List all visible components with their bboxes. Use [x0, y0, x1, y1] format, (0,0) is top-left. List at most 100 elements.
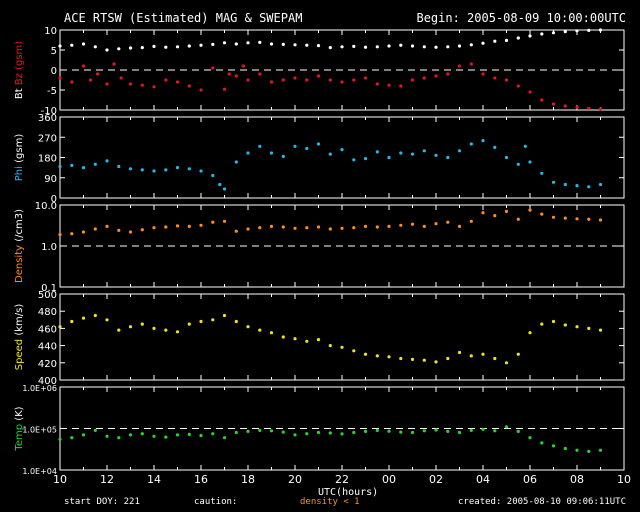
data-point-density — [128, 230, 133, 234]
data-point-speed — [363, 352, 368, 356]
data-point-phi — [117, 164, 121, 169]
data-point-density — [504, 209, 509, 213]
data-point-phi — [375, 150, 379, 154]
y-tick-label: -10 — [41, 106, 57, 117]
data-point-bt — [211, 42, 215, 47]
data-point-phi — [587, 185, 591, 189]
data-point-speed — [563, 323, 567, 327]
data-point-temp — [293, 433, 297, 437]
data-point-phi — [218, 182, 222, 187]
x-tick-label: 20 — [288, 473, 302, 486]
data-point-temp — [340, 432, 344, 436]
data-point-density — [58, 233, 62, 237]
data-point-bt — [152, 44, 156, 49]
y-tick-label: 10 — [44, 26, 57, 37]
data-point-bt — [70, 43, 74, 47]
x-tick-label: 16 — [194, 473, 208, 486]
data-point-speed — [164, 328, 168, 332]
y-tick-label: 440 — [38, 342, 57, 353]
data-point-speed — [328, 344, 332, 348]
data-point-temp — [387, 429, 391, 433]
data-point-bt — [328, 46, 332, 50]
data-point-phi — [575, 184, 579, 188]
data-point-phi — [211, 173, 215, 178]
data-point-phi — [175, 166, 180, 170]
y-tick-label: 180 — [38, 154, 57, 165]
data-point-density — [234, 229, 238, 233]
data-point-bt — [504, 38, 509, 43]
data-point-density — [211, 220, 215, 224]
y-axis-label-magfield: Bt Bz (gsm) — [14, 41, 25, 99]
data-point-speed — [199, 319, 203, 324]
data-point-temp — [363, 429, 368, 433]
data-point-bz — [305, 78, 309, 82]
data-point-phi — [58, 164, 62, 169]
data-point-phi — [293, 144, 297, 148]
data-point-density — [434, 222, 438, 226]
data-point-density — [387, 224, 391, 228]
data-point-bz — [399, 84, 403, 88]
x-tick-label: 10 — [617, 473, 631, 486]
data-point-temp — [422, 429, 426, 433]
data-point-speed — [293, 337, 297, 341]
data-point-speed — [340, 345, 344, 349]
x-tick-label: 04 — [476, 473, 490, 486]
data-point-bt — [93, 45, 97, 49]
y-label-part: Bt — [14, 88, 25, 99]
data-point-phi — [70, 163, 74, 167]
data-point-speed — [140, 322, 144, 326]
data-point-bz — [96, 72, 100, 76]
x-axis-label: UTC(hours) — [318, 487, 379, 498]
data-point-bz — [119, 76, 123, 80]
data-point-temp — [117, 436, 121, 440]
data-point-speed — [222, 313, 227, 318]
y-tick-label: -5 — [47, 86, 57, 97]
data-point-bz — [352, 78, 356, 82]
data-point-bz — [269, 80, 274, 84]
x-tick-label: 22 — [335, 473, 349, 486]
data-point-speed — [469, 354, 473, 358]
y-label-part: (gsm) — [14, 41, 25, 73]
data-point-bt — [410, 44, 415, 48]
data-point-bz — [112, 62, 116, 66]
data-point-bt — [375, 45, 379, 49]
data-point-density — [340, 226, 344, 230]
data-point-density — [105, 224, 109, 228]
data-point-density — [175, 224, 180, 228]
data-point-phi — [258, 144, 262, 148]
y-tick-label: 360 — [38, 113, 57, 124]
y-label-part: (/cm3) — [14, 209, 25, 245]
data-point-temp — [187, 432, 191, 436]
data-point-bz — [187, 84, 191, 88]
data-point-bt — [81, 42, 86, 46]
data-point-bz — [587, 106, 591, 110]
data-point-bt — [446, 45, 450, 49]
y-tick-label: 0 — [51, 194, 57, 205]
data-point-bz — [70, 80, 74, 84]
data-point-bz — [175, 80, 180, 84]
data-point-density — [293, 226, 297, 230]
data-point-temp — [316, 430, 321, 435]
data-point-density — [352, 226, 356, 230]
data-point-bz — [258, 72, 262, 76]
data-point-temp — [575, 448, 579, 452]
data-point-speed — [128, 325, 133, 329]
y-tick-label: 270 — [38, 133, 57, 144]
y-tick-label: 460 — [38, 324, 57, 335]
data-point-temp — [528, 436, 532, 440]
data-point-phi — [234, 160, 238, 164]
data-point-temp — [375, 428, 379, 432]
data-point-speed — [175, 330, 180, 334]
x-tick-label: 10 — [53, 473, 67, 486]
data-point-density — [269, 224, 274, 228]
data-point-bt — [422, 45, 426, 49]
data-point-temp — [587, 449, 591, 453]
created-timestamp: created: 2005-08-10 09:06:11UTC — [458, 497, 626, 507]
y-tick-label: 10.0 — [35, 201, 57, 212]
data-point-phi — [340, 148, 344, 152]
data-point-density — [258, 226, 262, 230]
data-point-bz — [241, 64, 245, 68]
y-tick-label: 500 — [38, 290, 57, 301]
data-point-bt — [528, 34, 532, 38]
